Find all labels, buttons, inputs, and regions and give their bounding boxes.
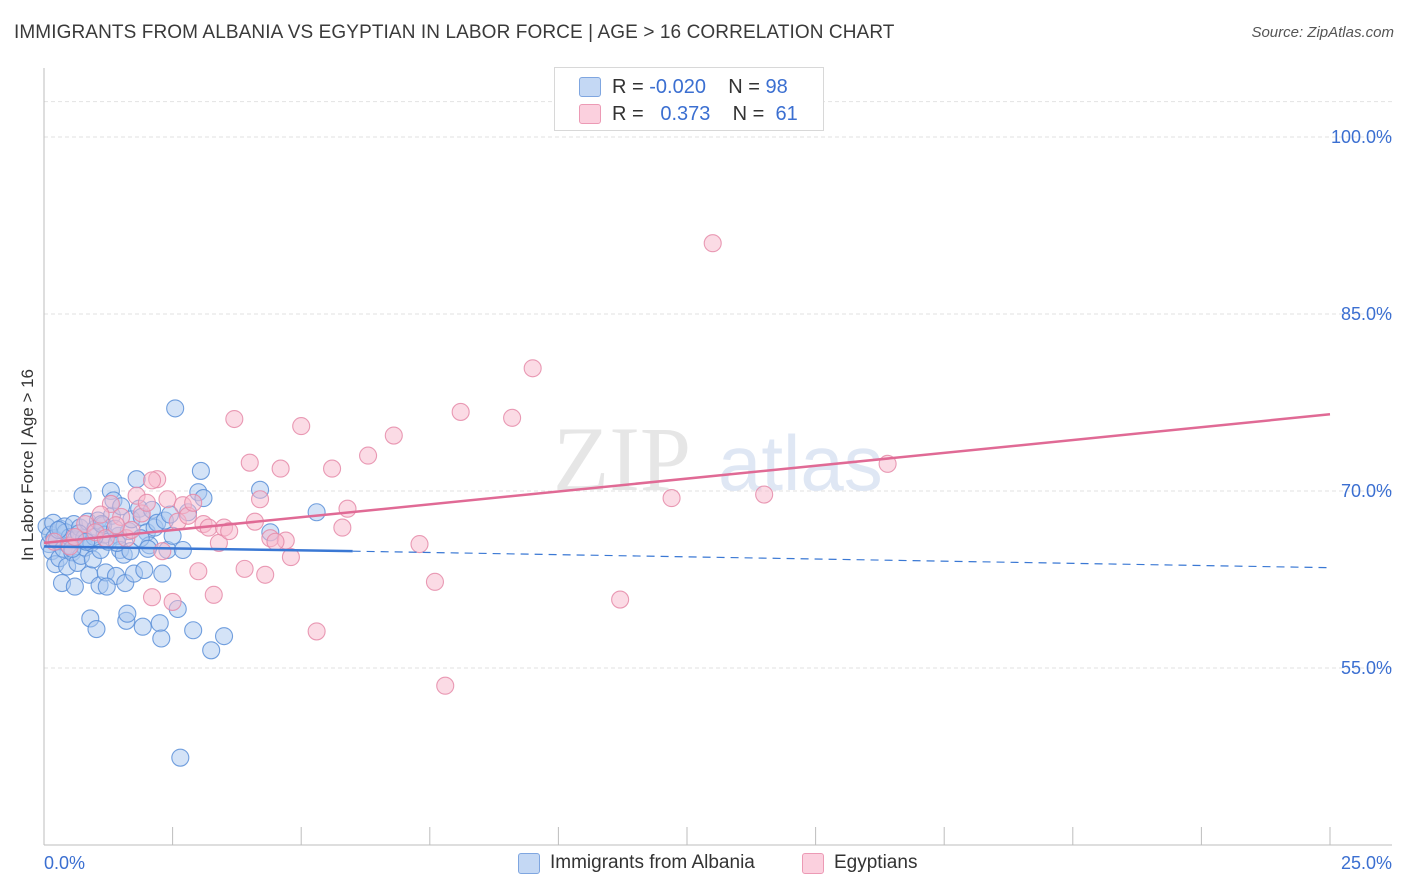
chart-title: IMMIGRANTS FROM ALBANIA VS EGYPTIAN IN L…	[14, 22, 895, 43]
point-albania	[202, 641, 221, 660]
legend-n-value: 61	[775, 103, 798, 125]
point-albania	[127, 470, 146, 489]
point-egypt	[65, 527, 84, 547]
y-tick-label: 85.0%	[1341, 304, 1392, 324]
point-albania	[65, 577, 84, 596]
point-egypt	[281, 548, 300, 567]
bottom-legend-label-egypt: Egyptians	[834, 852, 918, 873]
legend-n-value: 98	[765, 76, 788, 98]
point-albania	[166, 399, 185, 418]
legend-n-label: N =	[732, 103, 765, 125]
point-egypt	[307, 622, 326, 641]
point-egypt	[184, 493, 203, 512]
point-egypt	[323, 459, 342, 478]
point-egypt	[292, 417, 311, 436]
point-egypt	[142, 471, 162, 490]
point-albania	[135, 561, 154, 580]
point-egypt	[359, 446, 378, 465]
point-egypt	[204, 585, 223, 604]
legend-r-value: 0.373	[660, 103, 711, 125]
point-albania	[184, 621, 203, 640]
point-egypt	[225, 409, 244, 429]
legend-swatch-egypt	[579, 104, 601, 124]
point-albania	[153, 564, 172, 583]
point-egypt	[153, 542, 172, 561]
point-egypt	[256, 565, 275, 584]
legend-r-value: -0.020	[649, 76, 706, 98]
point-albania	[150, 614, 169, 633]
point-egypt	[338, 499, 357, 518]
bottom-legend-swatch-egypt	[802, 853, 824, 874]
series-albania-points	[37, 399, 326, 767]
point-egypt	[703, 234, 722, 253]
point-albania	[171, 748, 190, 767]
y-tick-label: 100.0%	[1331, 127, 1392, 147]
point-egypt	[137, 493, 156, 512]
y-tick-label: 55.0%	[1341, 658, 1392, 678]
point-egypt	[503, 408, 522, 427]
point-egypt	[266, 532, 285, 551]
point-egypt	[250, 490, 270, 509]
legend-r-label: R =	[612, 76, 644, 98]
tick-labels: 55.0% 70.0% 85.0% 100.0% 0.0% 25.0%	[44, 127, 1392, 873]
point-albania	[307, 503, 326, 522]
watermark-atlas: atlas	[718, 419, 883, 507]
legend-n-label: N =	[728, 76, 760, 98]
point-egypt	[220, 522, 239, 541]
watermark: ZIP atlas	[553, 408, 883, 510]
point-albania	[214, 627, 234, 646]
bottom-legend-swatch-albania	[518, 853, 540, 874]
point-egypt	[163, 592, 182, 611]
point-egypt	[158, 490, 177, 509]
point-egypt	[271, 459, 290, 478]
point-albania	[173, 540, 192, 560]
point-egypt	[662, 489, 681, 508]
legend-swatch-albania	[579, 77, 601, 97]
grid-lines	[44, 101, 1392, 669]
point-egypt	[755, 485, 774, 504]
point-egypt	[410, 535, 429, 554]
x-tick-label: 0.0%	[44, 853, 85, 873]
point-egypt	[142, 588, 162, 607]
trend-line-solid	[43, 413, 1331, 545]
bottom-legend-label-albania: Immigrants from Albania	[550, 852, 755, 873]
trend-line-solid	[43, 545, 353, 553]
point-egypt	[523, 359, 542, 378]
point-egypt	[436, 676, 455, 695]
point-albania	[152, 629, 171, 648]
point-egypt	[189, 562, 208, 581]
point-egypt	[333, 518, 352, 537]
y-axis-label: In Labor Force | Age > 16	[18, 368, 37, 562]
point-egypt	[106, 516, 126, 535]
stats-legend: R = -0.020 N = 98 R = 0.373 N = 61	[554, 67, 824, 131]
point-egypt	[235, 559, 254, 578]
y-tick-label: 70.0%	[1341, 481, 1392, 501]
point-albania	[73, 486, 92, 505]
point-albania	[87, 620, 106, 639]
point-albania	[97, 577, 116, 596]
point-egypt	[451, 402, 470, 421]
series-egypt-points	[45, 234, 897, 695]
point-albania	[118, 604, 137, 623]
x-tick-label: 25.0%	[1341, 853, 1392, 873]
point-egypt	[425, 572, 444, 591]
axes	[43, 68, 1392, 846]
point-egypt	[91, 505, 110, 524]
trend-line-dashed	[352, 550, 1331, 569]
point-albania	[133, 617, 152, 636]
point-albania	[191, 461, 210, 480]
point-egypt	[611, 590, 630, 609]
point-egypt	[384, 426, 403, 445]
source-label: Source: ZipAtlas.com	[1251, 24, 1394, 41]
trend-lines	[43, 413, 1331, 569]
point-egypt	[240, 453, 259, 472]
legend-r-label: R =	[612, 103, 644, 125]
